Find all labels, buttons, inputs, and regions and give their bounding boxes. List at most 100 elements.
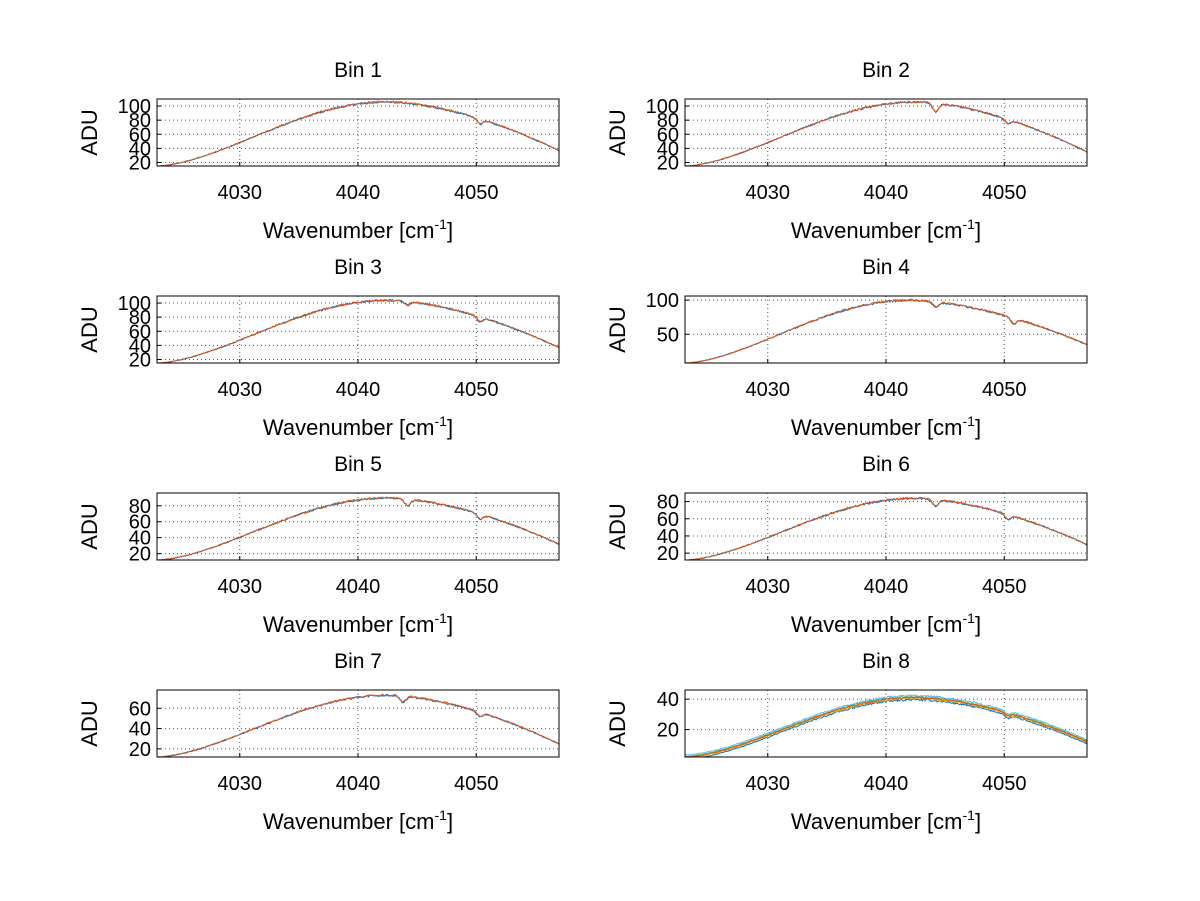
x-tick-label: 4030 — [746, 576, 791, 598]
x-tick-label: 4030 — [218, 773, 263, 795]
x-tick-label: 4030 — [746, 773, 791, 795]
x-tick-label: 4030 — [746, 379, 791, 401]
y-tick-label: 100 — [646, 96, 679, 118]
x-tick-label: 4030 — [218, 379, 263, 401]
y-tick-label: 40 — [129, 719, 151, 741]
series-line — [157, 100, 560, 167]
x-tick-label: 4050 — [982, 182, 1027, 204]
y-tick-label: 20 — [657, 543, 679, 565]
subplot-4: Bin 4 4030 4040 4050 50 100 Wavenumber [cm-1] A… — [605, 256, 1088, 440]
x-axis-label: Wavenumber [cm-1] — [263, 610, 453, 637]
x-tick-label: 4050 — [982, 379, 1027, 401]
series-line — [685, 698, 1088, 758]
series-line — [157, 496, 560, 561]
series-line — [685, 100, 1088, 167]
y-tick-label: 50 — [657, 324, 679, 346]
y-tick-label: 20 — [657, 720, 679, 742]
series-line — [685, 497, 1088, 561]
subplot-title: Bin 1 — [334, 59, 382, 82]
x-axis-label: Wavenumber [cm-1] — [791, 216, 981, 243]
y-tick-label: 20 — [129, 739, 151, 761]
y-axis-label: ADU — [77, 306, 102, 352]
x-tick-label: 4050 — [454, 576, 499, 598]
y-tick-label: 100 — [118, 293, 151, 315]
x-tick-label: 4030 — [218, 576, 263, 598]
y-axis-label: ADU — [605, 503, 630, 549]
y-axis-label: ADU — [77, 700, 102, 746]
x-tick-label: 4050 — [982, 576, 1027, 598]
series-line — [685, 496, 1088, 561]
y-tick-label: 60 — [657, 124, 679, 146]
x-tick-label: 4040 — [336, 379, 381, 401]
subplot-title: Bin 7 — [334, 650, 382, 673]
x-axis-label: Wavenumber [cm-1] — [263, 216, 453, 243]
y-tick-label: 60 — [129, 321, 151, 343]
series-line — [684, 694, 1088, 756]
series-line — [685, 696, 1088, 758]
subplot-title: Bin 6 — [862, 453, 910, 476]
y-tick-label: 40 — [129, 335, 151, 357]
y-axis-label: ADU — [77, 109, 102, 155]
subplot-title: Bin 2 — [862, 59, 910, 82]
y-tick-label: 40 — [657, 138, 679, 160]
series-line — [157, 99, 560, 167]
x-axis-label: Wavenumber [cm-1] — [791, 807, 981, 834]
y-tick-label: 80 — [129, 496, 151, 518]
y-tick-label: 40 — [129, 528, 151, 550]
y-axis-label: ADU — [605, 700, 630, 746]
y-tick-label: 60 — [657, 509, 679, 531]
x-tick-label: 4050 — [454, 379, 499, 401]
subplot-title: Bin 5 — [334, 453, 382, 476]
y-axis-label: ADU — [605, 306, 630, 352]
y-axis-label: ADU — [77, 503, 102, 549]
y-tick-label: 20 — [129, 544, 151, 566]
x-tick-label: 4050 — [454, 182, 499, 204]
x-tick-label: 4030 — [218, 182, 263, 204]
subplot-8: Bin 8 4030 4040 4050 20 40 Wavenumber [cm-1] AD… — [605, 650, 1088, 834]
subplot-title: Bin 3 — [334, 256, 382, 279]
x-axis-label: Wavenumber [cm-1] — [263, 413, 453, 440]
y-tick-label: 80 — [129, 307, 151, 329]
x-tick-label: 4040 — [864, 773, 909, 795]
series-line — [157, 496, 560, 561]
y-tick-label: 80 — [129, 110, 151, 132]
y-tick-label: 80 — [657, 110, 679, 132]
x-tick-label: 4040 — [336, 576, 381, 598]
x-tick-label: 4040 — [864, 576, 909, 598]
x-axis-label: Wavenumber [cm-1] — [791, 413, 981, 440]
y-tick-label: 20 — [129, 152, 151, 174]
series-line — [684, 298, 1088, 364]
y-tick-label: 60 — [129, 124, 151, 146]
subplot-title: Bin 8 — [862, 650, 910, 673]
y-tick-label: 20 — [129, 349, 151, 371]
y-tick-label: 20 — [657, 152, 679, 174]
x-tick-label: 4040 — [864, 182, 909, 204]
y-tick-label: 40 — [657, 689, 679, 711]
x-tick-label: 4040 — [336, 773, 381, 795]
y-tick-label: 60 — [129, 698, 151, 720]
y-tick-label: 60 — [129, 512, 151, 534]
series-line — [157, 693, 560, 758]
x-axis-label: Wavenumber [cm-1] — [263, 807, 453, 834]
x-tick-label: 4050 — [454, 773, 499, 795]
y-axis-label: ADU — [605, 109, 630, 155]
x-tick-label: 4040 — [864, 379, 909, 401]
series-line — [157, 298, 560, 364]
x-axis-label: Wavenumber [cm-1] — [791, 610, 981, 637]
series-line — [684, 100, 1088, 167]
y-tick-label: 40 — [657, 526, 679, 548]
y-tick-label: 80 — [657, 492, 679, 514]
x-tick-label: 4050 — [982, 773, 1027, 795]
series-line — [156, 693, 560, 758]
y-tick-label: 40 — [129, 138, 151, 160]
y-tick-label: 100 — [646, 290, 679, 312]
y-tick-label: 100 — [118, 96, 151, 118]
x-tick-label: 4030 — [746, 182, 791, 204]
